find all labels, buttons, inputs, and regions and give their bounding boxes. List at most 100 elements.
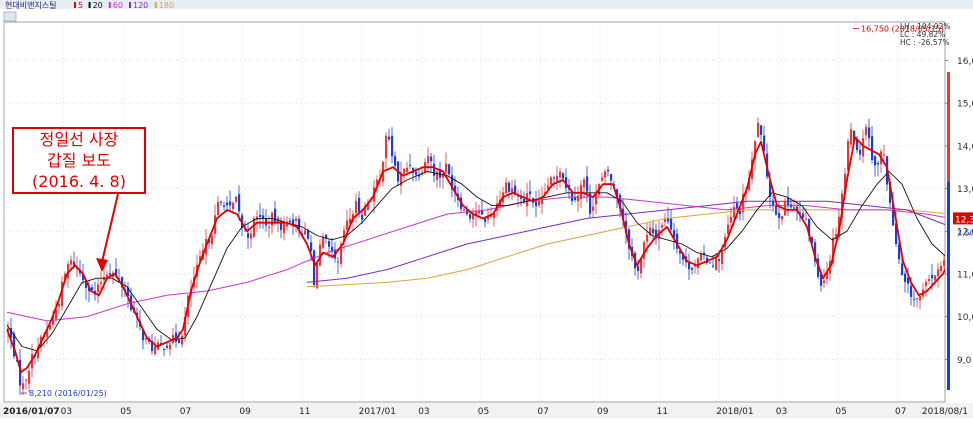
candle-body — [472, 213, 475, 220]
annotation-line-2: 갑질 보도 — [47, 151, 111, 170]
candle-body — [874, 156, 877, 166]
x-tick-label: 05 — [478, 407, 489, 417]
candle-body — [127, 287, 130, 297]
candle-body — [409, 164, 412, 166]
candle-body — [664, 218, 667, 223]
candle-body — [589, 193, 592, 214]
candle-body — [694, 265, 697, 267]
candle-body — [88, 287, 91, 292]
candle-body — [364, 205, 367, 216]
candle-body — [592, 206, 595, 211]
candle-body — [850, 129, 853, 145]
candle-body — [892, 203, 895, 226]
candle-body — [643, 241, 646, 259]
candle-body — [322, 236, 325, 248]
candle-body — [820, 274, 823, 286]
candle-body — [433, 163, 436, 176]
title-bar — [0, 0, 973, 9]
candle-body — [175, 332, 178, 342]
legend-swatch — [129, 2, 131, 8]
candle-body — [595, 192, 598, 205]
candle-body — [505, 182, 508, 194]
candle-body — [910, 285, 913, 297]
candle-body — [280, 221, 283, 230]
legend: 현대비앤지스틸 5 20 60 120 180 — [5, 0, 174, 10]
y-tick-label: 10,0 — [957, 313, 973, 323]
legend-label: 5 — [78, 1, 83, 10]
candle-body — [835, 234, 838, 237]
candle-body — [166, 345, 169, 348]
candle-body — [268, 227, 271, 229]
candle-body — [337, 261, 340, 263]
candle-body — [199, 256, 202, 262]
x-tick-label: 2017/01 — [359, 407, 396, 417]
candle-body — [817, 258, 820, 277]
max-label: 16,750 (2018/05/15) — [861, 24, 944, 33]
candle-body — [367, 202, 370, 210]
candle-body — [121, 277, 124, 288]
annotation-line-1: 정일선 사장 — [39, 130, 119, 149]
candle-body — [907, 277, 910, 284]
candle-body — [487, 216, 490, 220]
legend-swatch — [154, 2, 157, 8]
x-tick-label: 05 — [835, 407, 846, 417]
candle-body — [844, 173, 847, 194]
candle-body — [67, 264, 70, 279]
candle-body — [628, 229, 631, 249]
candle-body — [712, 265, 715, 267]
candle-body — [376, 179, 379, 186]
candle-body — [898, 244, 901, 260]
candle-body — [298, 218, 301, 231]
candle-body — [934, 275, 937, 281]
candle-body — [229, 201, 232, 206]
candle-body — [10, 328, 13, 338]
candle-body — [415, 171, 418, 175]
x-tick-label: 11 — [657, 407, 668, 417]
candle-body — [328, 241, 331, 247]
candle-body — [235, 196, 238, 202]
candle-body — [100, 282, 103, 284]
candle-body — [262, 215, 265, 219]
candle-body — [355, 201, 358, 214]
candle-body — [778, 213, 781, 219]
candle-body — [793, 207, 796, 211]
candle-body — [346, 220, 349, 230]
candle-body — [856, 139, 859, 151]
candle-body — [403, 168, 406, 174]
candle-body — [274, 208, 277, 224]
candle-body — [169, 344, 172, 350]
last-change-label: 2,50 — [957, 228, 973, 237]
candle-body — [730, 216, 733, 223]
candle-body — [250, 233, 253, 239]
legend-label: 20 — [93, 1, 103, 10]
candle-body — [814, 242, 817, 262]
candle-body — [217, 202, 220, 215]
candle-body — [493, 213, 496, 218]
candle-body — [385, 135, 388, 158]
candle-body — [667, 218, 670, 222]
candle-body — [439, 169, 442, 178]
candle-body — [709, 262, 712, 264]
candle-body — [361, 214, 364, 220]
candle-body — [307, 230, 310, 239]
candle-body — [349, 218, 352, 224]
right-scale-bar — [947, 72, 950, 390]
candle-body — [556, 175, 559, 182]
candle-body — [769, 180, 772, 197]
y-tick-label: 13,0 — [957, 185, 973, 195]
annotation-arrow-line — [101, 193, 119, 263]
candle-body — [475, 210, 478, 216]
candle-body — [544, 192, 547, 194]
candle-body — [601, 177, 604, 181]
candle-body — [937, 269, 940, 277]
candle-body — [454, 185, 457, 193]
candle-body — [58, 303, 61, 307]
candle-body — [802, 213, 805, 218]
candle-body — [535, 201, 538, 207]
candles — [7, 117, 945, 396]
min-label: 8,210 (2016/01/25) — [29, 389, 107, 398]
candle-body — [607, 169, 610, 172]
x-tick-label: 03 — [61, 407, 72, 417]
x-tick-label: 03 — [776, 407, 787, 417]
